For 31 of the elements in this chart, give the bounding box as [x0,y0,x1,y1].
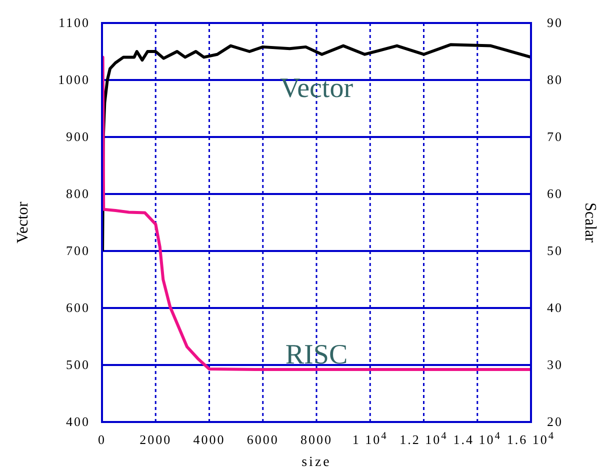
y2-tick-label: 40 [547,300,563,315]
y-tick-label: 600 [66,300,90,315]
x-tick-label: 0 [98,432,106,447]
x-tick-label: 1.6 10$^{4}$ [506,430,556,447]
line-series [102,56,531,372]
y-tick-label: 1100 [58,15,90,30]
x-tick-label: 1.4 10$^{4}$ [453,430,502,447]
x-tick-label: 1.2 10$^{4}$ [400,430,448,447]
x-tick-label: 6000 [246,432,279,447]
y-tick-label: 1000 [58,72,90,87]
y2-axis-title: Scalar [581,202,598,244]
x-tick-label: 4000 [193,432,226,447]
y2-tick-label: 70 [547,129,563,144]
series-label: Vector [280,73,354,104]
y2-tick-label: 60 [547,186,563,201]
y-tick-label: 700 [66,243,90,258]
x-axis-title: size [302,455,332,470]
y-tick-label: 400 [66,414,90,429]
y-tick-label: 800 [66,186,90,201]
y-tick-label: 900 [66,129,90,144]
y2-tick-label: 20 [547,414,563,429]
y2-tick-label: 50 [547,243,563,258]
x-tick-label: 2000 [140,432,172,447]
y-tick-label: 500 [66,357,90,372]
x-tick-label: 8000 [300,432,332,447]
x-tick-label: 1 10$^{4}$ [352,430,388,447]
y2-tick-label: 80 [547,72,563,87]
y2-tick-label: 90 [547,15,563,30]
series-label: RISC [285,340,348,371]
y2-tick-label: 30 [547,357,563,372]
y-axis-title: Vector [14,200,32,244]
